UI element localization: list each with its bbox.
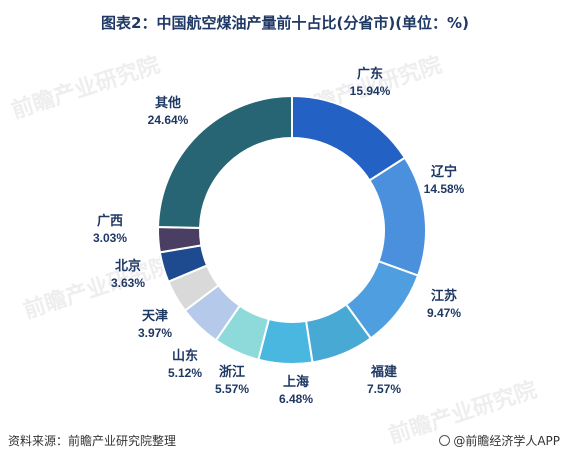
slice-label-福建: 福建 — [370, 364, 397, 380]
brand-text: @前瞻经济学人APP — [453, 434, 560, 448]
slice-label-浙江: 浙江 — [219, 364, 245, 380]
source-note: 资料来源：前瞻产业研究院整理 — [8, 434, 177, 448]
slice-value-天津: 3.97% — [138, 326, 172, 340]
slice-label-江苏: 江苏 — [431, 288, 457, 304]
brand-credit: @前瞻经济学人APP — [439, 432, 560, 449]
slice-其他 — [157, 94, 293, 229]
slice-label-广西: 广西 — [97, 213, 123, 229]
slice-value-北京: 3.63% — [111, 276, 145, 290]
slice-value-上海: 6.48% — [279, 392, 313, 406]
slice-value-辽宁: 14.58% — [424, 182, 465, 196]
slice-辽宁 — [368, 156, 427, 277]
slice-value-其他: 24.64% — [148, 113, 189, 127]
slice-value-广西: 3.03% — [93, 231, 127, 245]
slice-value-广东: 15.94% — [350, 84, 391, 98]
brand-logo-icon — [439, 435, 451, 446]
slice-label-辽宁: 辽宁 — [431, 164, 457, 180]
slice-value-福建: 7.57% — [367, 382, 401, 396]
chart-title: 图表2：中国航空煤油产量前十占比(分省市)(单位：%) — [101, 14, 469, 32]
slice-label-北京: 北京 — [115, 258, 141, 274]
slice-label-其他: 其他 — [155, 95, 181, 111]
slice-label-山东: 山东 — [172, 348, 198, 364]
slice-value-江苏: 9.47% — [427, 306, 461, 320]
slice-label-广东: 广东 — [357, 66, 383, 82]
slice-value-浙江: 5.57% — [215, 382, 249, 396]
slice-value-山东: 5.12% — [168, 366, 202, 380]
slice-label-上海: 上海 — [283, 374, 309, 390]
slice-label-天津: 天津 — [142, 308, 168, 324]
